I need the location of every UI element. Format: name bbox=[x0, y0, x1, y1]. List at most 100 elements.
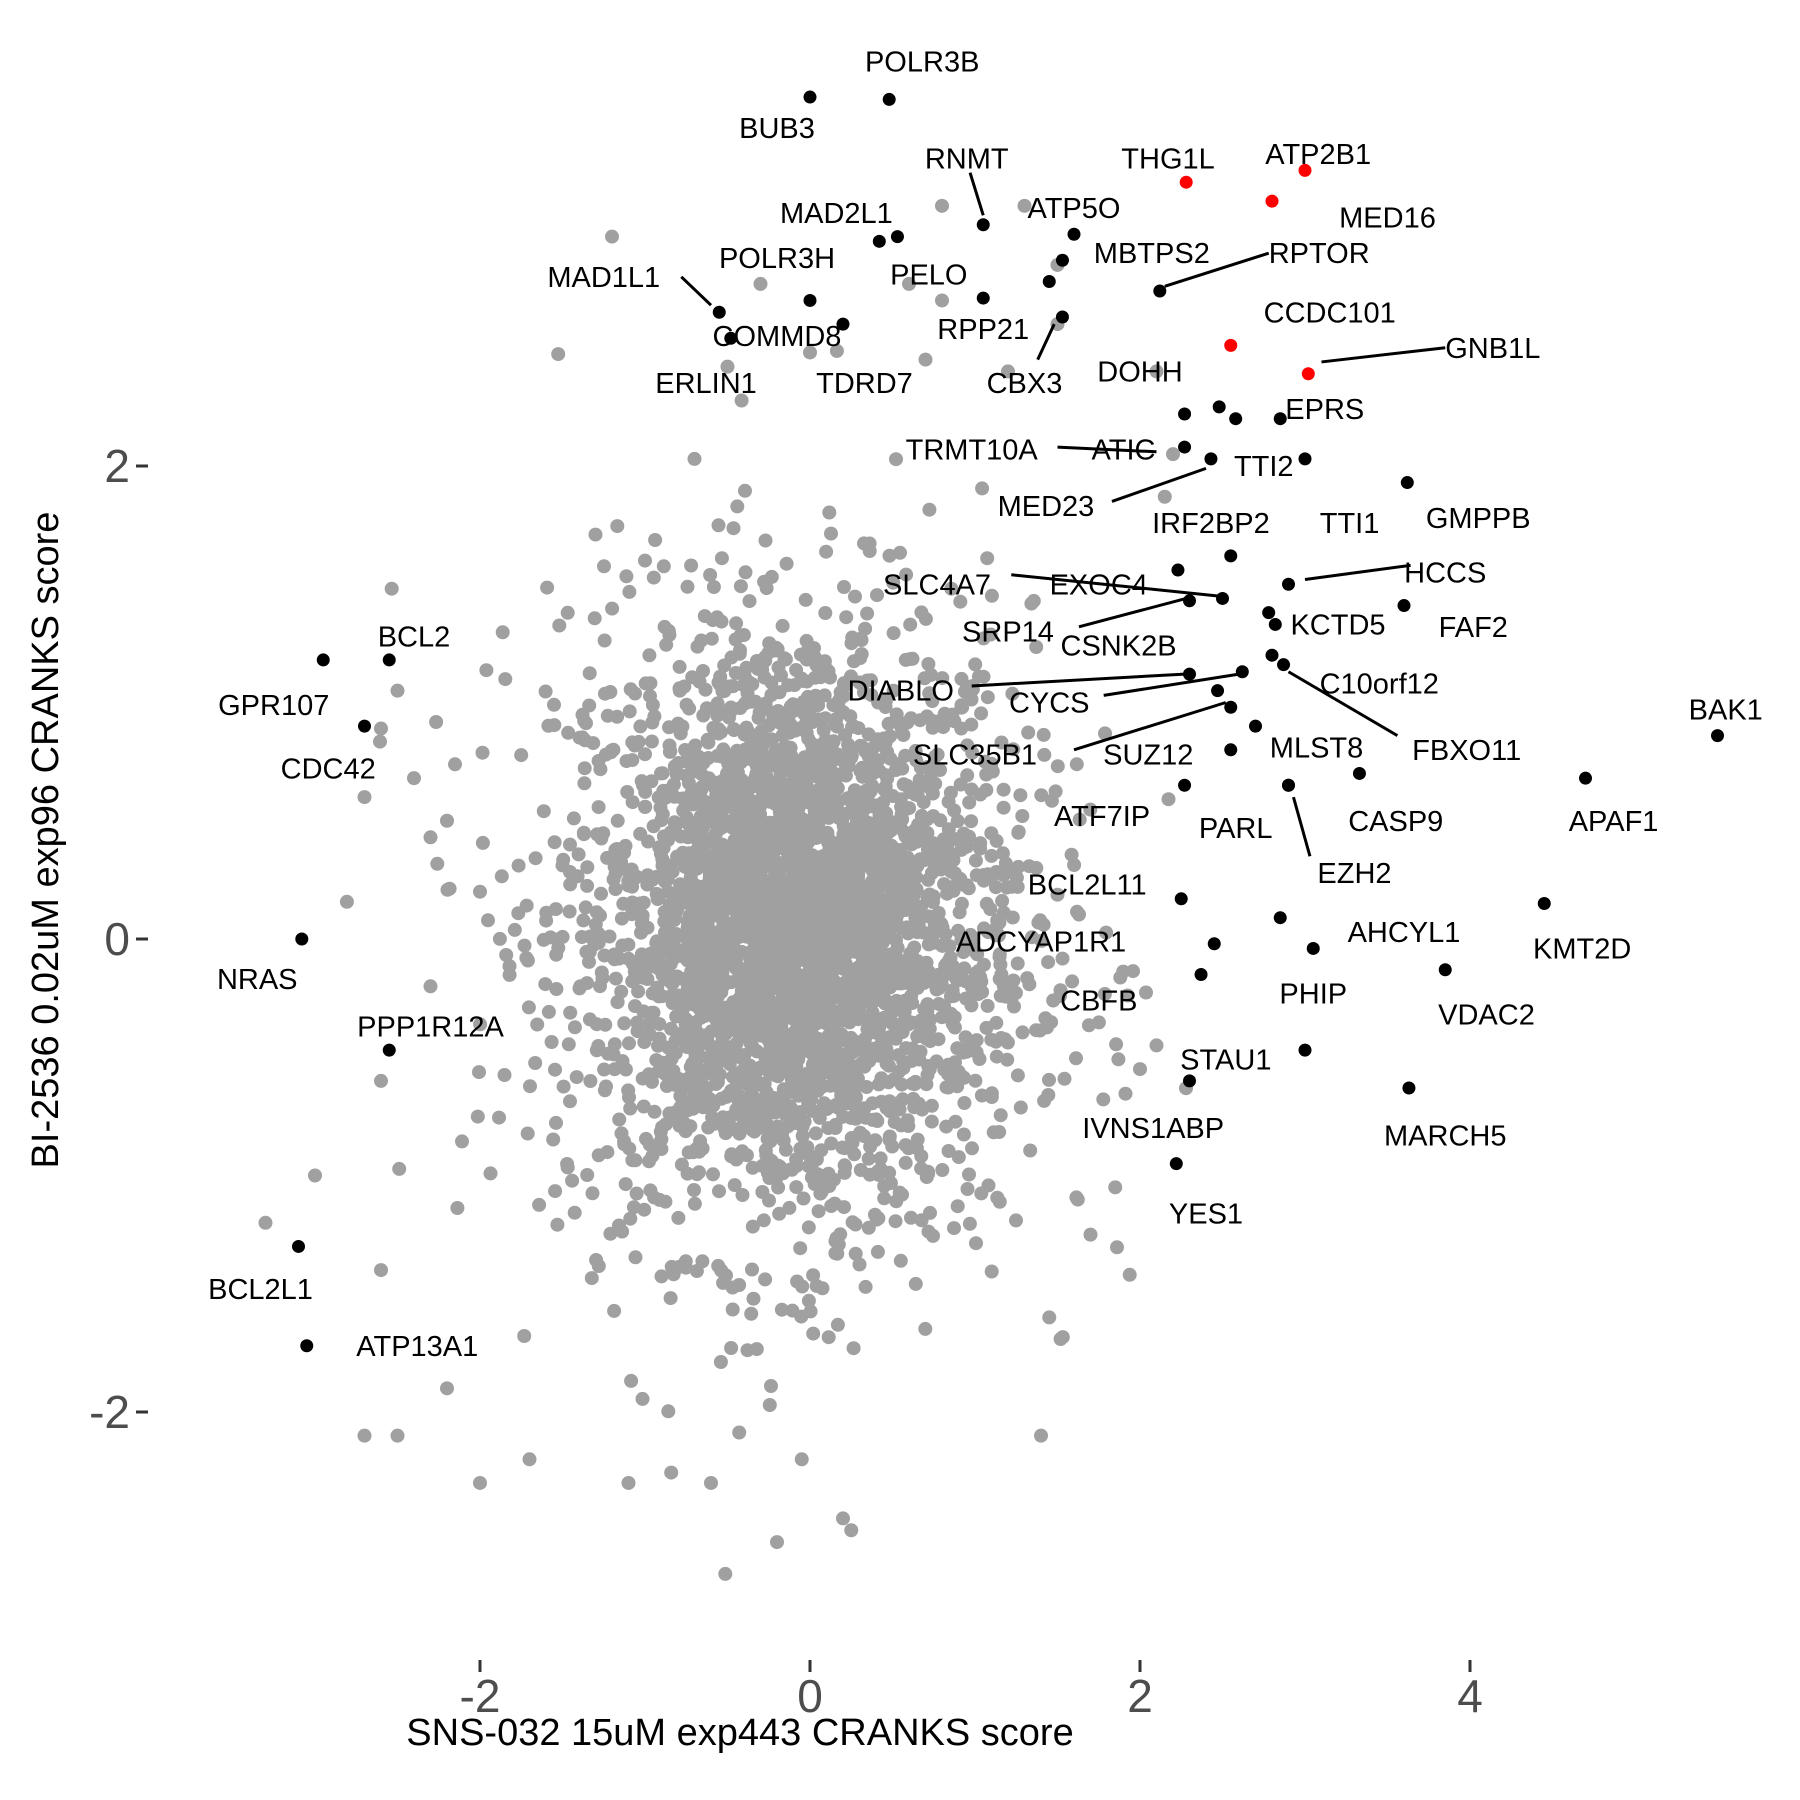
background-point bbox=[962, 1216, 977, 1231]
background-point bbox=[893, 1253, 908, 1268]
background-point bbox=[538, 977, 553, 992]
background-point bbox=[908, 980, 923, 995]
gene-point bbox=[976, 291, 990, 305]
background-point bbox=[673, 877, 688, 892]
background-point bbox=[1033, 913, 1048, 928]
background-point bbox=[652, 1192, 667, 1207]
background-point bbox=[761, 899, 776, 914]
background-point bbox=[563, 877, 578, 892]
background-point bbox=[1072, 907, 1086, 922]
background-point bbox=[1166, 447, 1180, 462]
background-point bbox=[671, 756, 686, 770]
background-point bbox=[772, 1096, 787, 1111]
background-point bbox=[384, 581, 399, 596]
background-point bbox=[656, 945, 671, 959]
gene-point bbox=[1711, 729, 1724, 743]
background-point bbox=[885, 1139, 900, 1154]
background-point bbox=[922, 887, 937, 902]
background-point bbox=[894, 721, 909, 736]
background-point bbox=[580, 878, 595, 893]
background-point bbox=[1013, 1100, 1028, 1115]
gene-label: ERLIN1 bbox=[655, 368, 757, 400]
background-point bbox=[717, 658, 732, 673]
background-point bbox=[924, 1114, 939, 1129]
background-point bbox=[339, 894, 354, 909]
background-point bbox=[747, 1124, 762, 1139]
gene-point bbox=[1183, 667, 1196, 681]
background-point bbox=[1098, 726, 1112, 741]
background-point bbox=[841, 791, 855, 806]
background-point bbox=[700, 732, 715, 747]
background-point bbox=[743, 952, 758, 967]
gene-label: PELO bbox=[890, 259, 967, 291]
gene-point bbox=[1282, 778, 1295, 792]
background-point bbox=[939, 958, 954, 973]
background-point bbox=[610, 995, 625, 1010]
background-point bbox=[721, 1111, 736, 1126]
background-point bbox=[541, 1004, 556, 1019]
leader-line bbox=[1304, 563, 1411, 582]
background-point bbox=[867, 994, 881, 1009]
gene-point bbox=[1178, 407, 1192, 421]
background-point bbox=[497, 1068, 512, 1082]
background-point bbox=[960, 738, 975, 753]
background-point bbox=[791, 807, 806, 822]
background-point bbox=[921, 1224, 936, 1239]
leader-line bbox=[1057, 445, 1157, 454]
gene-point bbox=[1212, 400, 1226, 414]
background-point bbox=[549, 1115, 563, 1130]
background-point bbox=[989, 1049, 1004, 1064]
background-point bbox=[998, 856, 1013, 871]
background-point bbox=[848, 1246, 863, 1261]
gene-label: RNMT bbox=[925, 144, 1009, 176]
background-point bbox=[696, 1035, 711, 1050]
y-tick-label: 0 bbox=[104, 913, 130, 965]
background-point bbox=[858, 1279, 873, 1294]
background-point bbox=[810, 803, 825, 818]
background-point bbox=[833, 986, 847, 1001]
gene-point bbox=[1224, 743, 1238, 757]
background-point bbox=[1041, 955, 1056, 970]
background-point bbox=[494, 869, 509, 884]
background-point bbox=[859, 1048, 874, 1063]
background-point bbox=[582, 698, 597, 713]
background-point bbox=[860, 673, 875, 688]
background-point bbox=[689, 842, 704, 857]
background-point bbox=[1069, 757, 1084, 772]
background-point bbox=[577, 761, 592, 776]
background-point bbox=[762, 750, 777, 765]
background-point bbox=[374, 1073, 388, 1088]
background-point bbox=[808, 1030, 823, 1045]
background-point bbox=[723, 935, 738, 949]
background-point bbox=[736, 628, 751, 642]
background-point bbox=[514, 748, 529, 763]
background-point bbox=[475, 835, 490, 850]
gene-label: MAD2L1 bbox=[780, 198, 893, 230]
background-point bbox=[769, 1171, 784, 1186]
gene-label: MBTPS2 bbox=[1094, 238, 1210, 270]
background-point bbox=[962, 829, 976, 844]
background-point bbox=[773, 1159, 788, 1174]
background-point bbox=[853, 1125, 868, 1140]
background-point bbox=[548, 1184, 563, 1199]
background-point bbox=[969, 945, 983, 960]
background-point bbox=[827, 1196, 842, 1211]
background-point bbox=[795, 836, 810, 851]
background-point bbox=[848, 589, 862, 604]
background-point bbox=[962, 795, 977, 810]
background-point bbox=[789, 1180, 804, 1195]
gene-label: MLST8 bbox=[1270, 732, 1363, 764]
background-point bbox=[479, 663, 494, 678]
background-point bbox=[1037, 747, 1052, 762]
background-point bbox=[758, 1143, 773, 1158]
background-point bbox=[919, 1031, 934, 1046]
background-point bbox=[703, 568, 718, 582]
background-point bbox=[635, 911, 650, 926]
background-point bbox=[472, 1065, 486, 1080]
background-point bbox=[856, 932, 871, 947]
gene-point bbox=[358, 719, 371, 733]
background-point bbox=[816, 1171, 831, 1186]
gene-label: APAF1 bbox=[1569, 806, 1659, 838]
gene-label: BCL2L1 bbox=[208, 1274, 313, 1306]
